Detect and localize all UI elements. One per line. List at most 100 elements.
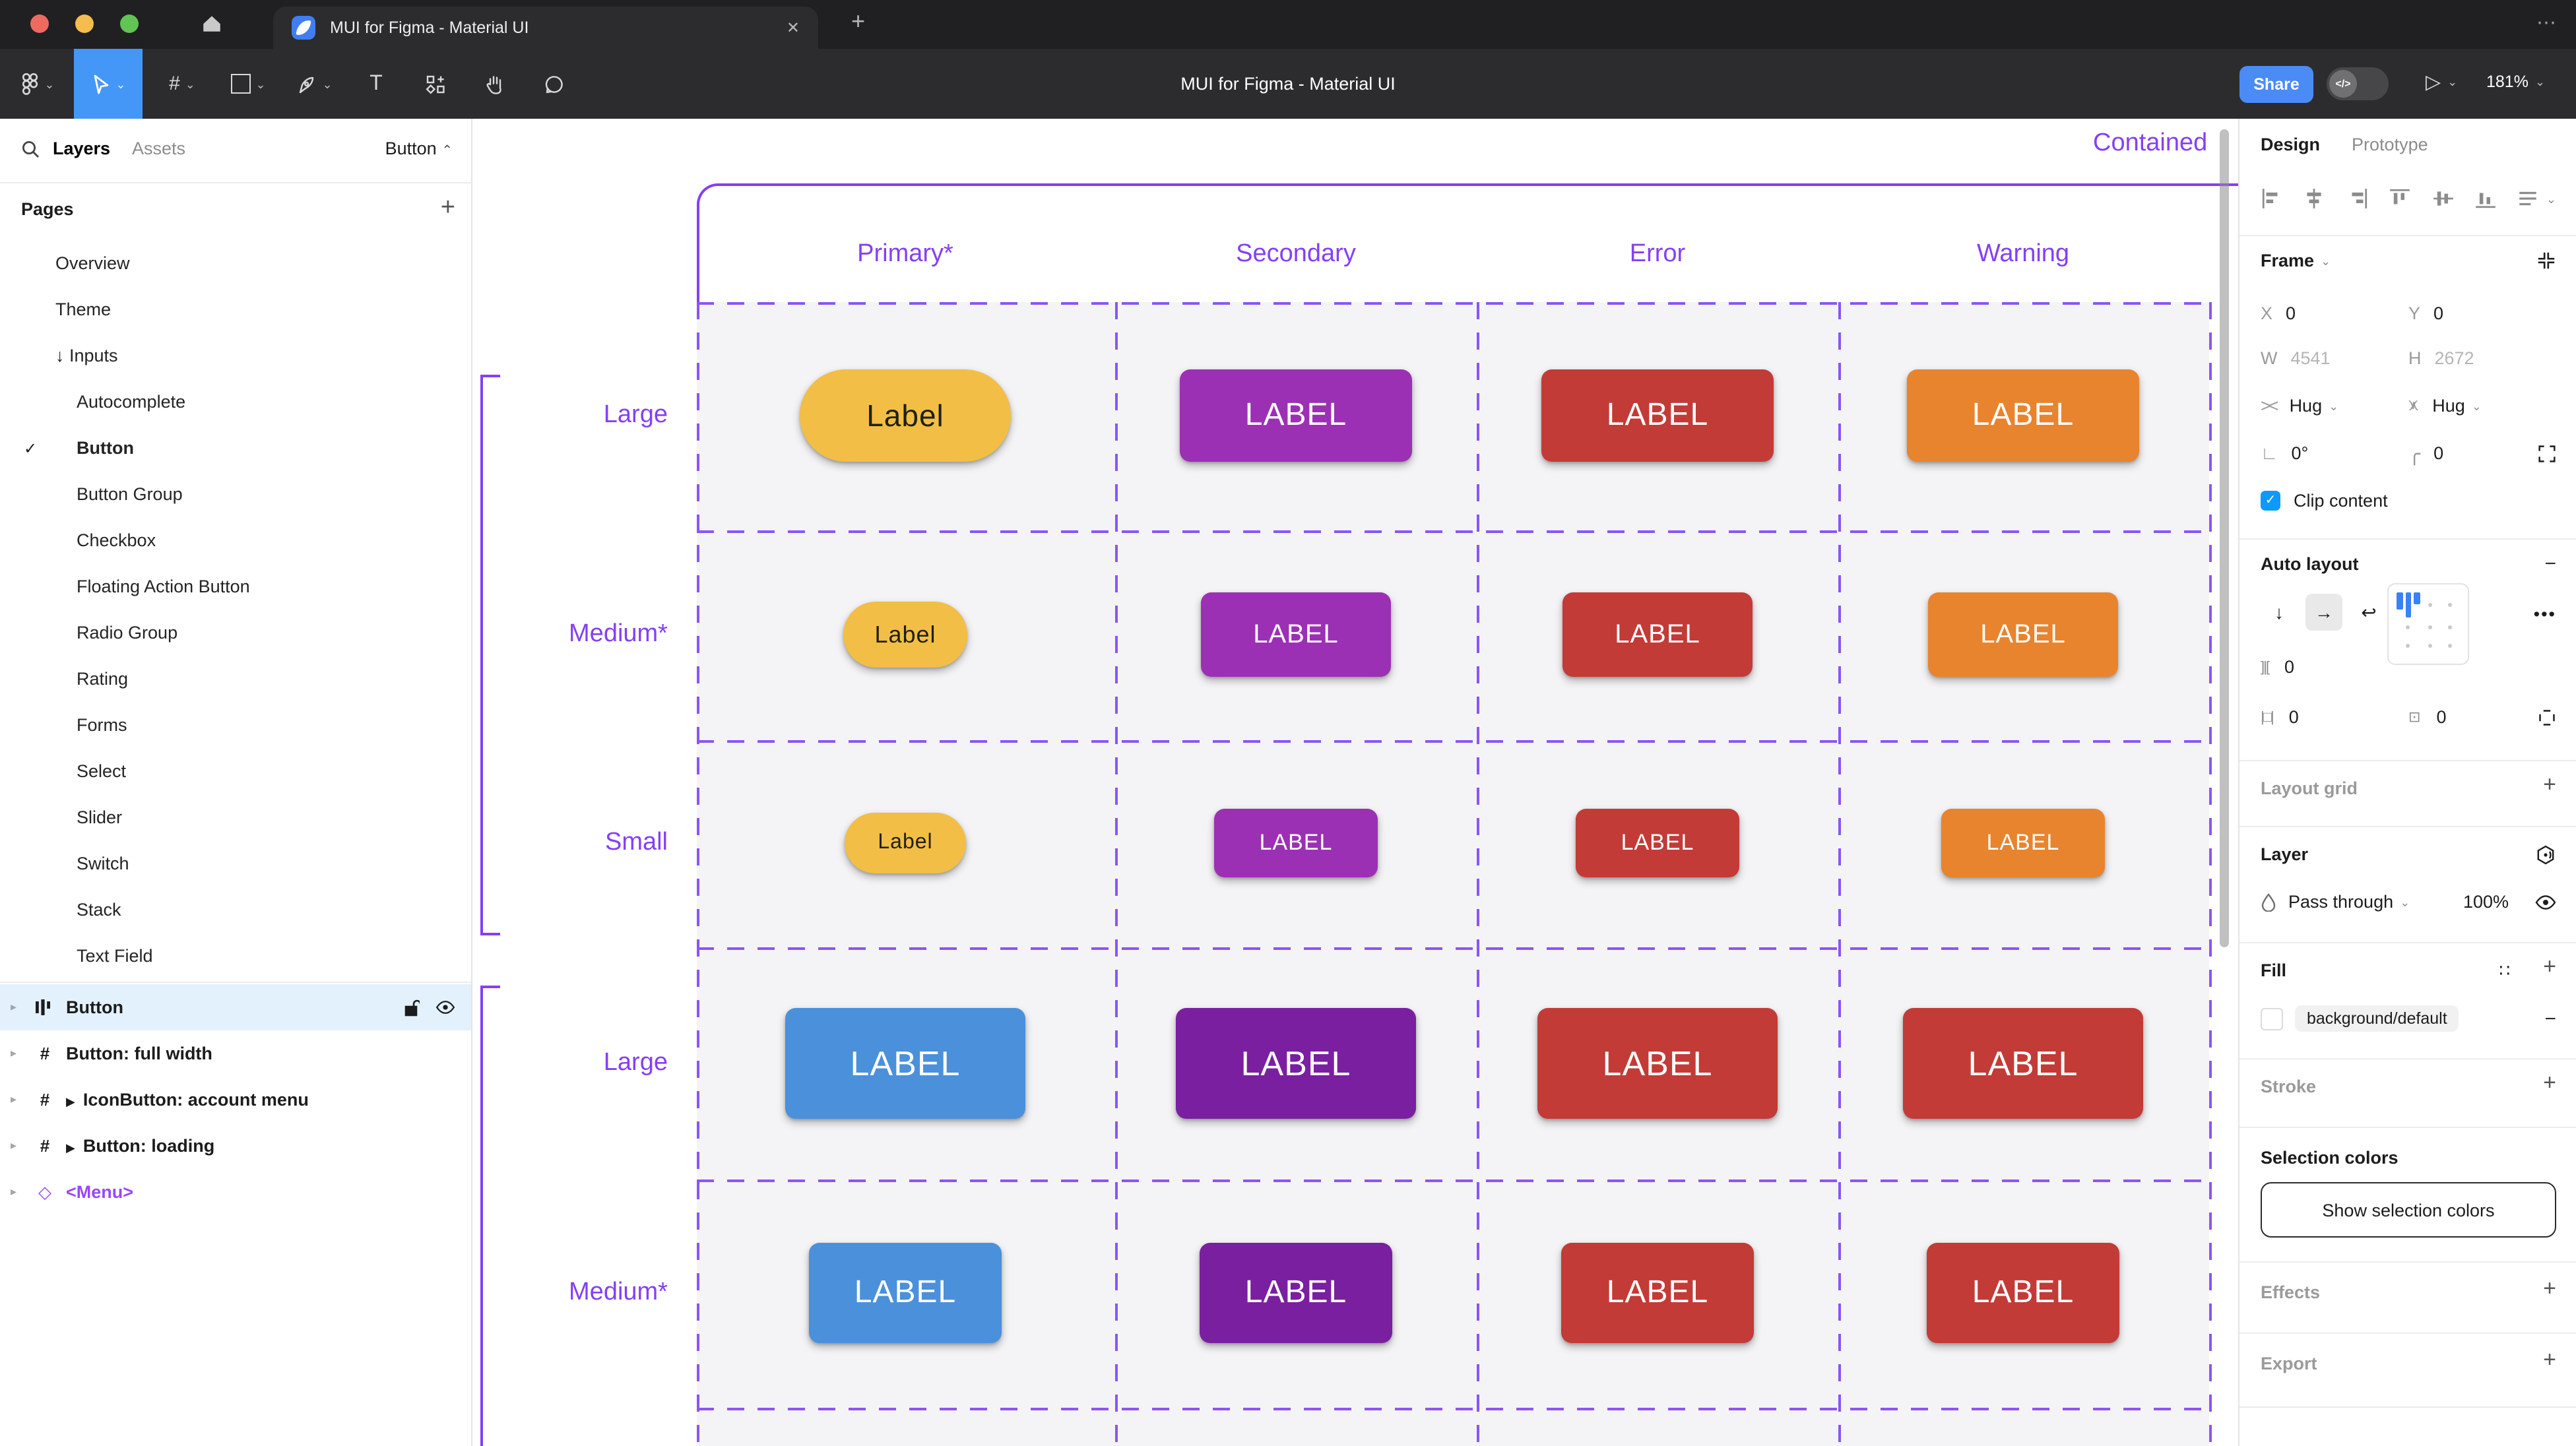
clip-content-checkbox[interactable]: ✓ bbox=[2261, 491, 2280, 511]
tab-design[interactable]: Design bbox=[2261, 135, 2321, 154]
eye-icon[interactable] bbox=[435, 1000, 455, 1015]
canvas-button-deepPurple[interactable]: LABEL bbox=[1200, 1243, 1392, 1343]
move-tool-button[interactable]: ⌄ bbox=[74, 49, 143, 119]
independent-corners-icon[interactable] bbox=[2538, 444, 2556, 462]
vertical-resizing-select[interactable]: Hug bbox=[2432, 396, 2465, 416]
canvas-button-orange[interactable]: LABEL bbox=[1941, 809, 2105, 877]
page-item-text-field[interactable]: Text Field bbox=[0, 933, 471, 979]
maximize-window-button[interactable] bbox=[120, 15, 139, 33]
width-input[interactable]: 4541 bbox=[2290, 348, 2331, 368]
align-right-icon[interactable] bbox=[2346, 187, 2369, 210]
text-tool-button[interactable]: T bbox=[370, 72, 383, 94]
corner-radius-input[interactable]: 0 bbox=[2433, 443, 2444, 463]
new-tab-button[interactable]: + bbox=[851, 8, 866, 34]
opacity-input[interactable]: 100% bbox=[2463, 892, 2509, 912]
align-left-icon[interactable] bbox=[2261, 187, 2283, 210]
blend-mode-select[interactable]: Pass through bbox=[2288, 892, 2394, 912]
align-bottom-icon[interactable] bbox=[2474, 187, 2497, 210]
expand-caret-icon[interactable]: ▸ bbox=[11, 1000, 17, 1013]
canvas-button-red[interactable]: LABEL bbox=[1903, 1008, 2143, 1119]
canvas-button-purple[interactable]: LABEL bbox=[1201, 592, 1391, 677]
present-button[interactable]: ▷ ⌄ bbox=[2426, 70, 2457, 94]
expand-caret-icon[interactable]: ▸ bbox=[11, 1092, 17, 1106]
canvas-button-red[interactable]: LABEL bbox=[1927, 1243, 2119, 1343]
page-item-radio-group[interactable]: Radio Group bbox=[0, 610, 471, 656]
horizontal-resizing-select[interactable]: Hug bbox=[2289, 396, 2323, 416]
page-item-stack[interactable]: Stack bbox=[0, 887, 471, 933]
canvas-vertical-scrollbar[interactable] bbox=[2220, 129, 2229, 947]
height-input[interactable]: 2672 bbox=[2434, 348, 2474, 368]
browser-overflow-menu-icon[interactable]: ⋯ bbox=[2536, 12, 2558, 34]
browser-tab[interactable]: MUI for Figma - Material UI ✕ bbox=[273, 7, 818, 49]
home-icon[interactable] bbox=[201, 12, 223, 34]
fill-styles-icon[interactable]: ∷ bbox=[2499, 960, 2511, 980]
tab-prototype[interactable]: Prototype bbox=[2352, 135, 2428, 154]
tab-assets[interactable]: Assets bbox=[132, 139, 186, 158]
close-window-button[interactable] bbox=[30, 15, 49, 33]
frame-header-label[interactable]: Frame bbox=[2261, 251, 2315, 270]
page-item-rating[interactable]: Rating bbox=[0, 656, 471, 702]
canvas-button-blue[interactable]: LABEL bbox=[809, 1243, 1002, 1343]
vertical-padding-input[interactable]: 0 bbox=[2436, 707, 2447, 727]
show-selection-colors-button[interactable]: Show selection colors bbox=[2261, 1182, 2556, 1238]
add-layout-grid-button[interactable]: + bbox=[2543, 772, 2556, 797]
add-effect-button[interactable]: + bbox=[2543, 1276, 2556, 1301]
page-item-inputs[interactable]: ↓ Inputs bbox=[0, 332, 471, 379]
add-export-button[interactable]: + bbox=[2543, 1347, 2556, 1372]
layout-wrap-icon[interactable]: ↩ bbox=[2361, 601, 2377, 622]
minimize-window-button[interactable] bbox=[75, 15, 94, 33]
horizontal-padding-input[interactable]: 0 bbox=[2288, 707, 2299, 727]
shape-tool-button[interactable]: ⌄ bbox=[219, 49, 277, 119]
canvas-button-deepPurple[interactable]: LABEL bbox=[1176, 1008, 1416, 1119]
canvas-button-purple[interactable]: LABEL bbox=[1214, 809, 1378, 877]
x-input[interactable]: 0 bbox=[2286, 303, 2296, 323]
dev-mode-toggle[interactable]: </> bbox=[2327, 67, 2389, 100]
expand-caret-icon[interactable]: ▸ bbox=[11, 1185, 17, 1198]
component-expand-icon[interactable]: ▶ bbox=[66, 1095, 75, 1108]
frame-tool-button[interactable]: # ⌄ bbox=[169, 73, 195, 95]
page-item-slider[interactable]: Slider bbox=[0, 794, 471, 840]
collapse-frame-icon[interactable] bbox=[2536, 251, 2556, 270]
page-item-overview[interactable]: Overview bbox=[0, 240, 471, 286]
resources-tool-button[interactable] bbox=[409, 49, 462, 119]
canvas-button-yellow[interactable]: Label bbox=[845, 813, 966, 873]
canvas-button-orange[interactable]: LABEL bbox=[1928, 592, 2118, 677]
fill-style-name[interactable]: background/default bbox=[2295, 1005, 2459, 1032]
page-item-select[interactable]: Select bbox=[0, 748, 471, 794]
distribute-icon[interactable]: ⌄ bbox=[2517, 187, 2556, 210]
comment-tool-button[interactable] bbox=[528, 49, 581, 119]
add-stroke-button[interactable]: + bbox=[2543, 1070, 2556, 1095]
share-button[interactable]: Share bbox=[2239, 66, 2313, 103]
unlock-icon[interactable] bbox=[404, 998, 420, 1017]
canvas-button-red[interactable]: LABEL bbox=[1561, 1243, 1754, 1343]
blend-mode-icon[interactable] bbox=[2535, 844, 2556, 865]
page-item-forms[interactable]: Forms bbox=[0, 702, 471, 748]
eye-icon[interactable] bbox=[2535, 894, 2556, 910]
expand-caret-icon[interactable]: ▸ bbox=[11, 1139, 17, 1152]
layer-row-button-full-width[interactable]: ▸ # Button: full width bbox=[0, 1030, 471, 1077]
page-item-autocomplete[interactable]: Autocomplete bbox=[0, 379, 471, 425]
frame-title[interactable]: Contained bbox=[2093, 129, 2208, 157]
layer-row-button[interactable]: ▸ Button bbox=[0, 984, 471, 1030]
add-fill-button[interactable]: + bbox=[2543, 954, 2556, 979]
layer-row-iconbutton-account-menu[interactable]: ▸ # ▶ IconButton: account menu bbox=[0, 1077, 471, 1123]
page-item-button-group[interactable]: Button Group bbox=[0, 471, 471, 517]
layer-row-button-loading[interactable]: ▸ # ▶ Button: loading bbox=[0, 1123, 471, 1169]
add-page-button[interactable]: + bbox=[440, 194, 455, 222]
auto-layout-more-icon[interactable]: ••• bbox=[2533, 604, 2556, 624]
remove-auto-layout-button[interactable]: − bbox=[2544, 553, 2556, 575]
canvas-button-red[interactable]: LABEL bbox=[1541, 369, 1774, 462]
search-icon[interactable] bbox=[21, 140, 40, 158]
canvas-button-red[interactable]: LABEL bbox=[1537, 1008, 1778, 1119]
canvas-button-purple[interactable]: LABEL bbox=[1180, 369, 1412, 462]
canvas-button-yellow[interactable]: Label bbox=[800, 369, 1011, 462]
page-item-switch[interactable]: Switch bbox=[0, 840, 471, 887]
alignment-grid-widget[interactable] bbox=[2387, 583, 2469, 665]
rotation-input[interactable]: 0° bbox=[2291, 443, 2309, 463]
independent-padding-icon[interactable] bbox=[2538, 708, 2556, 726]
layout-horizontal-icon[interactable]: → bbox=[2305, 594, 2342, 631]
align-vertical-center-icon[interactable] bbox=[2431, 187, 2454, 210]
canvas-button-red[interactable]: LABEL bbox=[1576, 809, 1739, 877]
layer-row--menu-[interactable]: ▸ ◇ <Menu> bbox=[0, 1169, 471, 1215]
expand-caret-icon[interactable]: ▸ bbox=[11, 1046, 17, 1059]
